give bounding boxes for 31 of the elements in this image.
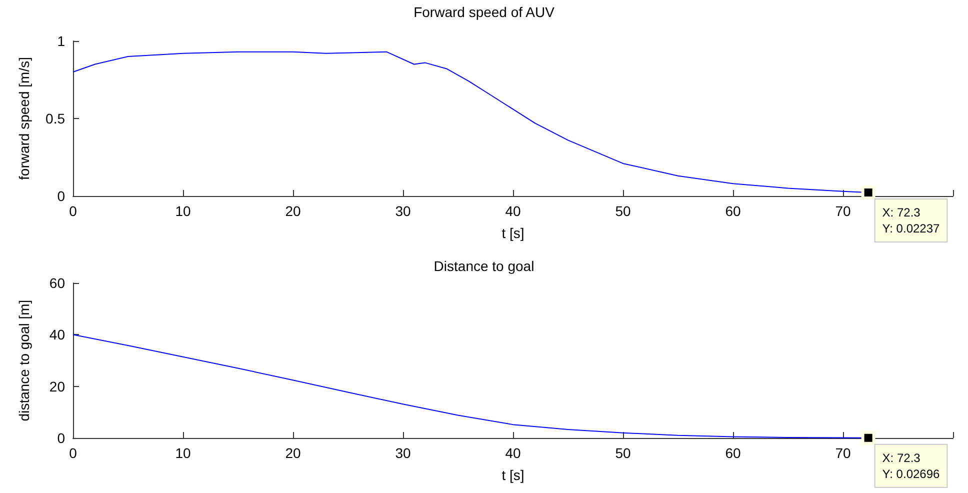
x-tick-label: 0 bbox=[69, 203, 78, 219]
y-axis-title: distance to goal [m] bbox=[16, 300, 32, 422]
annotation: X: 72.3 Y: 0.02696 bbox=[882, 450, 940, 481]
x-axis-title: t [s] bbox=[502, 225, 524, 241]
x-tick-label: 50 bbox=[615, 445, 631, 461]
chart-title: Forward speed of AUV bbox=[414, 4, 556, 20]
x-tick-label: 40 bbox=[505, 203, 521, 219]
x-tick-label: 30 bbox=[395, 445, 411, 461]
y-tick-label: 0.5 bbox=[46, 110, 66, 126]
annotation: X: 72.3 Y: 0.02237 bbox=[882, 206, 940, 236]
x-tick-label: 10 bbox=[175, 203, 191, 219]
x-tick-label: 60 bbox=[725, 445, 741, 461]
y-tick-label: 60 bbox=[49, 275, 66, 291]
x-tick-label: 10 bbox=[175, 445, 191, 461]
x-tick-label: 60 bbox=[725, 203, 741, 219]
y-tick-label: 20 bbox=[49, 378, 66, 394]
x-tick-label: 50 bbox=[615, 203, 631, 219]
x-tick-label: 70 bbox=[835, 203, 851, 219]
y-tick-label: 40 bbox=[49, 326, 66, 343]
x-tick-label: 70 bbox=[835, 445, 851, 461]
x-tick-label: 0 bbox=[69, 445, 78, 461]
y-tick-label: 0 bbox=[57, 188, 66, 204]
x-tick-label: 20 bbox=[285, 445, 301, 461]
x-tick-label: 20 bbox=[285, 203, 301, 219]
x-tick-label: 40 bbox=[505, 445, 521, 461]
x-tick-label: 30 bbox=[395, 203, 411, 219]
y-tick-label: 1 bbox=[57, 33, 66, 49]
y-tick-label: 0 bbox=[57, 430, 66, 446]
y-axis-title: forward speed [m/s] bbox=[16, 57, 32, 180]
x-axis-title: t [s] bbox=[502, 467, 524, 483]
chart-title: Distance to goal bbox=[434, 258, 534, 274]
